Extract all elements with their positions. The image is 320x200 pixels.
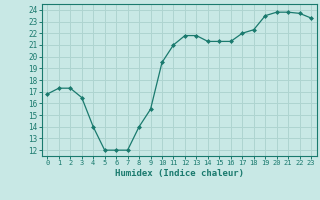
X-axis label: Humidex (Indice chaleur): Humidex (Indice chaleur) — [115, 169, 244, 178]
